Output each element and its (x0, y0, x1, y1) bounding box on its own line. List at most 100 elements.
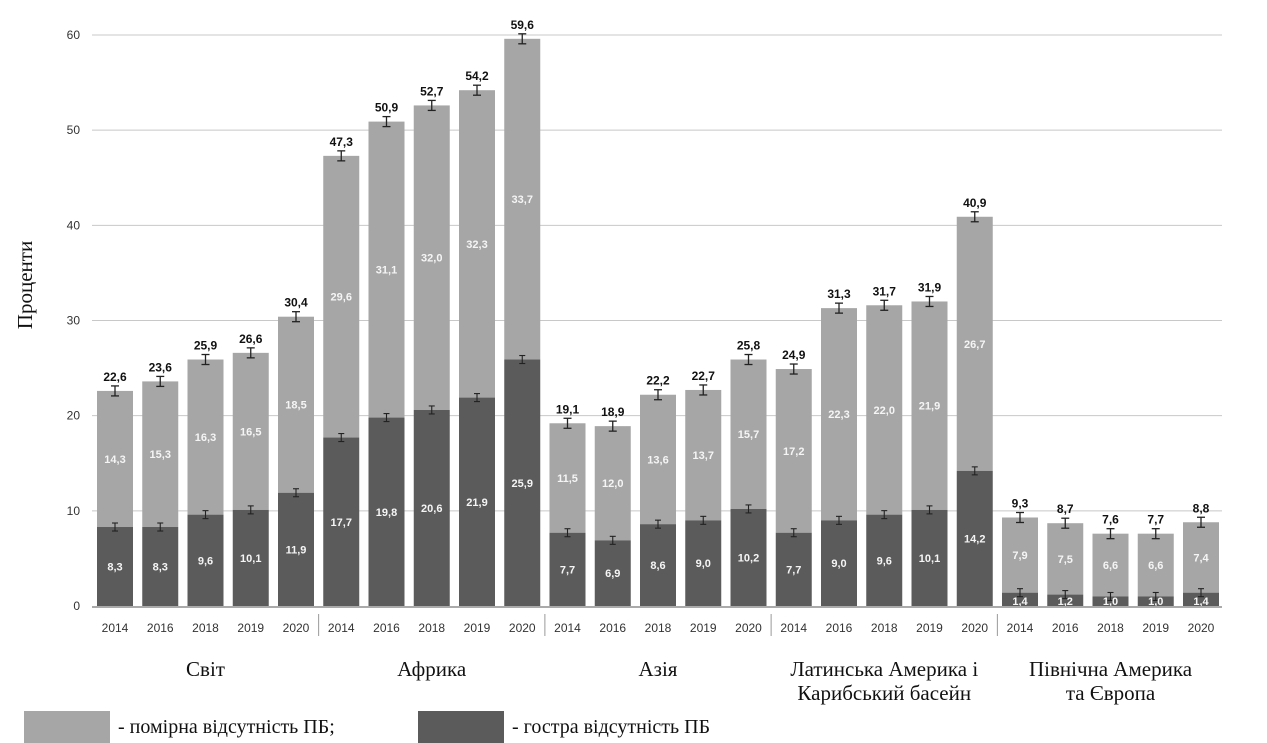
x-tick-label: 2016 (599, 621, 626, 635)
x-tick-label: 2014 (1007, 621, 1034, 635)
bar-segment-moderate (1183, 522, 1219, 593)
x-tick-label: 2018 (1097, 621, 1124, 635)
x-tick-label: 2019 (916, 621, 943, 635)
bar-total-label: 50,9 (375, 101, 399, 115)
legend-label-severe: - гостра відсутність ПБ (512, 716, 710, 738)
bar-segment-moderate (1137, 533, 1174, 597)
bar-total-label: 24,9 (782, 348, 806, 362)
legend-label-moderate: - помірна відсутність ПБ; (118, 716, 335, 738)
y-axis-title: Проценти (13, 241, 37, 329)
x-tick-label: 2014 (554, 621, 581, 635)
x-tick-label: 2016 (1052, 621, 1079, 635)
bar-severe-label: 17,7 (331, 517, 352, 529)
bar-total-label: 54,2 (465, 69, 489, 83)
bar-segment-moderate (97, 390, 133, 528)
bar-total-label: 26,6 (239, 332, 263, 346)
x-axis: 2014 2016 2018 2019 2020 2014 2016 2018 2019 2020… (92, 606, 1222, 705)
bar-segment-severe (368, 417, 405, 606)
bar-moderate-label: 15,7 (738, 429, 759, 441)
bar-total-label: 9,3 (1012, 496, 1029, 510)
bar-moderate-label: 14,3 (104, 454, 125, 466)
bar-segment-severe (594, 540, 631, 606)
bar-moderate-label: 15,3 (150, 449, 171, 461)
bar-total-label: 8,7 (1057, 502, 1074, 516)
bar-severe-label: 19,8 (376, 507, 397, 519)
bar-severe-label: 10,1 (240, 553, 261, 565)
bar-total-label: 7,6 (1102, 513, 1119, 527)
bar-segment-severe (323, 437, 360, 606)
bar-moderate-label: 33,7 (512, 194, 533, 206)
legend-swatch-moderate (24, 711, 110, 743)
bar-segment-moderate (775, 369, 812, 533)
bar-segment-moderate (1092, 533, 1129, 597)
bar-severe-label: 1,4 (1012, 596, 1028, 608)
x-tick-label: 2020 (509, 621, 536, 635)
bars: 22,6 14,3 8,3 23,6 15,3 8,3 25,9 16,3 9,6 26,6 16,… (97, 18, 1219, 608)
bar-total-label: 18,9 (601, 405, 625, 419)
bar-moderate-label: 22,3 (828, 409, 849, 421)
bar-moderate-label: 11,5 (557, 473, 578, 485)
bar-segment-severe (775, 532, 812, 606)
bar-moderate-label: 26,7 (964, 339, 985, 351)
bar-segment-moderate (413, 105, 450, 410)
bar-total-label: 52,7 (420, 84, 444, 98)
x-tick-label: 2016 (373, 621, 400, 635)
group-label: Північна Америка (1029, 657, 1193, 681)
bar-segment-severe (911, 509, 948, 606)
bar-severe-label: 14,2 (964, 533, 985, 545)
group-label: Азія (639, 657, 678, 681)
x-tick-label: 2016 (147, 621, 174, 635)
bar-segment-moderate (278, 316, 314, 493)
bar-segment-severe (549, 532, 586, 606)
bar-moderate-label: 31,1 (376, 265, 397, 277)
x-tick-label: 2018 (418, 621, 445, 635)
bar-severe-label: 9,0 (831, 558, 846, 570)
bar-total-label: 40,9 (963, 196, 987, 210)
bar-moderate-label: 13,6 (647, 454, 668, 466)
bar-severe-label: 9,6 (877, 555, 892, 567)
y-tick-label: 60 (67, 28, 81, 42)
bar-total-label: 31,3 (827, 287, 851, 301)
bar-total-label: 31,7 (873, 284, 897, 298)
bar-segment-moderate (866, 305, 903, 515)
bar-severe-label: 11,9 (286, 544, 307, 556)
bar-severe-label: 6,9 (605, 568, 620, 580)
bar-segment-severe (187, 514, 224, 606)
bar-segment-severe (821, 520, 857, 606)
x-tick-label: 2019 (1142, 621, 1169, 635)
bar-segment-moderate (911, 301, 948, 510)
legend-swatch-severe (418, 711, 504, 743)
bar-segment-moderate (956, 216, 993, 471)
bar-total-label: 22,7 (692, 369, 716, 383)
bar-segment-severe (866, 514, 903, 606)
bar-moderate-label: 32,3 (466, 239, 487, 251)
bar-segment-moderate (504, 38, 541, 360)
bar-severe-label: 20,6 (421, 503, 442, 515)
x-tick-label: 2020 (735, 621, 762, 635)
bar-segment-severe (1137, 596, 1174, 606)
y-tick-label: 10 (67, 504, 81, 518)
bar-moderate-label: 16,3 (195, 432, 216, 444)
bar-moderate-label: 7,5 (1058, 554, 1073, 566)
bar-moderate-label: 21,9 (919, 401, 940, 413)
bar-segment-moderate (730, 359, 767, 509)
group-label: та Європа (1066, 681, 1156, 705)
bar-severe-label: 8,6 (650, 560, 665, 572)
bar-total-label: 31,9 (918, 280, 942, 294)
y-tick-label: 0 (73, 599, 80, 613)
bar-moderate-label: 18,5 (285, 400, 306, 412)
bar-severe-label: 8,3 (153, 562, 168, 574)
y-tick-label: 40 (67, 218, 81, 232)
x-tick-label: 2018 (645, 621, 672, 635)
bar-segment-moderate (1002, 517, 1038, 593)
bar-total-label: 25,8 (737, 339, 761, 353)
bar-total-label: 7,7 (1147, 513, 1164, 527)
bar-severe-label: 1,0 (1148, 596, 1163, 608)
bar-total-label: 19,1 (556, 402, 580, 416)
x-tick-label: 2014 (780, 621, 807, 635)
x-tick-label: 2016 (826, 621, 853, 635)
group-label: Африка (397, 657, 467, 681)
bar-segment-moderate (1047, 523, 1084, 595)
bar-severe-label: 9,0 (696, 558, 711, 570)
bar-segment-moderate (368, 121, 405, 418)
